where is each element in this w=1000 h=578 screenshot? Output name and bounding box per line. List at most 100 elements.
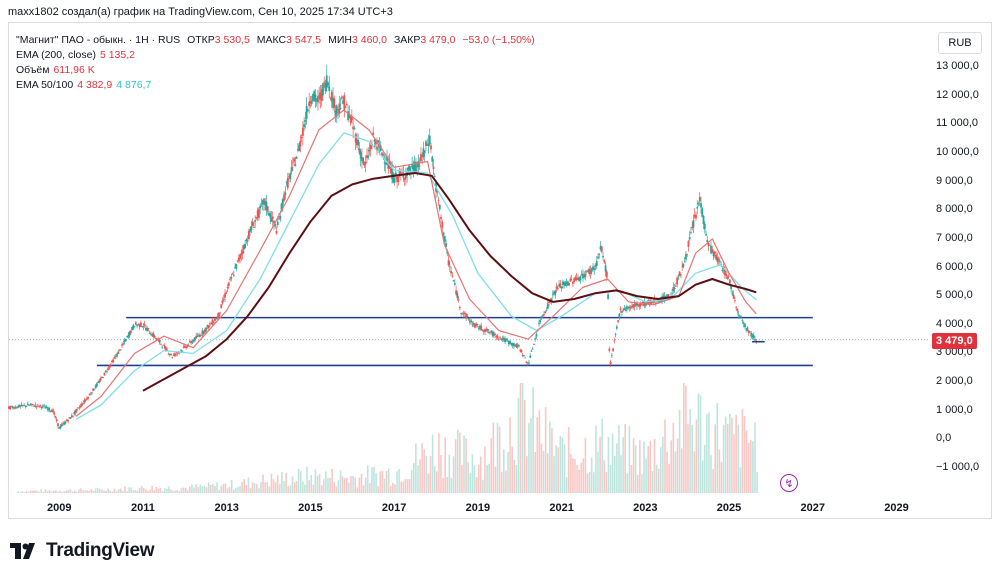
candle-body bbox=[329, 98, 332, 99]
volume-bar bbox=[182, 487, 185, 493]
volume-bar bbox=[360, 473, 363, 493]
volume-bar bbox=[44, 489, 47, 493]
candle-body bbox=[745, 329, 748, 331]
x-tick-label: 2015 bbox=[298, 502, 323, 514]
volume-bar bbox=[318, 474, 321, 493]
candle-body bbox=[737, 314, 740, 316]
volume-bar bbox=[572, 458, 574, 493]
legend-volume[interactable]: Объём 611,96 K bbox=[16, 64, 95, 77]
legend-ema50100[interactable]: EMA 50/100 4 382,9 4 876,7 bbox=[16, 79, 151, 92]
volume-bar bbox=[375, 473, 377, 493]
volume-bar bbox=[122, 490, 124, 493]
candle-body bbox=[94, 385, 97, 388]
candle-body bbox=[442, 232, 445, 236]
volume-bar bbox=[212, 483, 214, 493]
candle-body bbox=[129, 330, 132, 334]
x-tick-label: 2023 bbox=[633, 502, 658, 514]
candle-body bbox=[566, 281, 569, 286]
candle-body bbox=[573, 278, 576, 282]
legend-close-label: ЗАКР bbox=[393, 34, 421, 46]
volume-bar bbox=[653, 438, 656, 493]
currency-button[interactable]: RUB bbox=[938, 32, 982, 54]
candle-body bbox=[411, 163, 414, 168]
volume-bar bbox=[530, 418, 532, 493]
candle-body bbox=[210, 323, 213, 325]
y-tick-label: 6 000,0 bbox=[936, 260, 973, 273]
y-tick-label: 13 000,0 bbox=[936, 60, 979, 72]
volume-bar bbox=[155, 487, 158, 493]
candle-body bbox=[636, 302, 638, 307]
x-tick-label: 2009 bbox=[46, 502, 72, 514]
volume-bar bbox=[559, 436, 562, 493]
volume-bar bbox=[662, 436, 664, 493]
volume-bar bbox=[82, 490, 84, 493]
tradingview-logo[interactable]: TradingView bbox=[10, 540, 155, 562]
candle-body bbox=[682, 263, 685, 267]
candle-body bbox=[80, 403, 83, 406]
candle-body bbox=[448, 266, 451, 268]
volume-bar bbox=[90, 488, 93, 493]
candle-body bbox=[477, 328, 480, 329]
volume-bar bbox=[180, 488, 183, 493]
x-tick-label: 2027 bbox=[800, 502, 826, 514]
candle-body bbox=[192, 340, 195, 342]
lightning-icon[interactable]: ↯ bbox=[780, 474, 798, 492]
volume-bar bbox=[412, 463, 415, 493]
volume-bar bbox=[94, 488, 97, 493]
volume-bar bbox=[310, 475, 313, 493]
volume-bar bbox=[105, 490, 107, 493]
candle-body bbox=[28, 404, 30, 406]
legend-ema200[interactable]: EMA (200, close) 5 135,2 bbox=[16, 49, 135, 62]
candle-body bbox=[158, 339, 161, 343]
volume-bar bbox=[243, 478, 246, 493]
volume-bar bbox=[616, 443, 618, 493]
y-tick-label: 12 000,0 bbox=[936, 88, 979, 101]
volume-bar bbox=[431, 434, 434, 493]
chart-frame[interactable] bbox=[8, 22, 992, 519]
volume-bar bbox=[739, 467, 742, 493]
candle-body bbox=[649, 299, 652, 305]
candle-body bbox=[690, 232, 692, 234]
candle-body bbox=[77, 407, 79, 409]
candle-body bbox=[530, 350, 533, 352]
candle-body bbox=[706, 240, 709, 243]
candle-body bbox=[612, 348, 614, 352]
candle-body bbox=[290, 167, 293, 172]
candle-body bbox=[691, 226, 694, 229]
volume-bar bbox=[647, 446, 650, 493]
legend-symbol[interactable]: "Магнит" ПАО - обыкн. · 1Н · RUS bbox=[16, 34, 181, 46]
volume-bar bbox=[52, 490, 55, 493]
candle-body bbox=[183, 345, 186, 348]
candle-body bbox=[107, 367, 110, 370]
volume-bar bbox=[126, 491, 128, 493]
candle-body bbox=[246, 240, 249, 242]
candle-body bbox=[728, 279, 731, 284]
volume-bar bbox=[419, 459, 421, 493]
volume-bar bbox=[230, 479, 233, 493]
volume-bar bbox=[322, 479, 325, 493]
volume-bar bbox=[260, 481, 262, 493]
volume-bar bbox=[65, 490, 68, 493]
candle-body bbox=[26, 403, 29, 406]
candle-body bbox=[695, 214, 697, 219]
candle-body bbox=[211, 319, 214, 325]
candle-body bbox=[568, 283, 571, 286]
volume-bar bbox=[373, 466, 375, 493]
candle-body bbox=[394, 172, 397, 175]
candle-body bbox=[369, 144, 372, 150]
candle-body bbox=[151, 333, 154, 336]
volume-bar bbox=[111, 491, 114, 493]
candle-body bbox=[717, 259, 720, 261]
volume-bar bbox=[274, 482, 277, 493]
candle-body bbox=[278, 218, 280, 220]
volume-bar bbox=[415, 443, 417, 493]
candle-body bbox=[525, 361, 528, 363]
candle-body bbox=[563, 282, 566, 286]
candle-body bbox=[276, 221, 279, 226]
volume-bar bbox=[312, 484, 315, 493]
candle-body bbox=[393, 178, 396, 183]
candle-body bbox=[453, 283, 456, 285]
candle-body bbox=[235, 264, 238, 269]
candle-body bbox=[526, 364, 529, 365]
